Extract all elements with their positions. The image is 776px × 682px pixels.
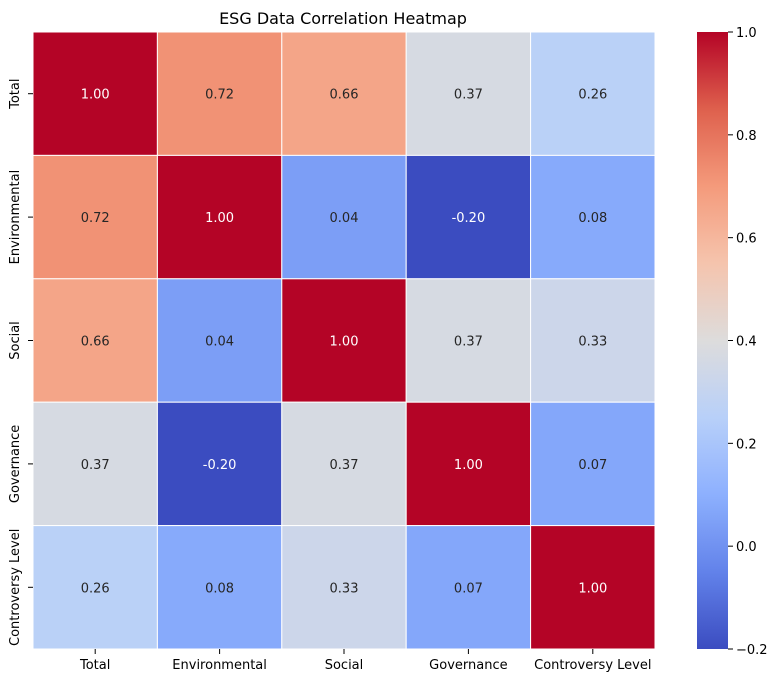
- cell-value-label: 0.66: [330, 88, 359, 103]
- cell-value-label: 0.37: [330, 458, 359, 473]
- heatmap-cell: [32, 31, 158, 156]
- y-tick-label: Total: [8, 79, 23, 110]
- heatmap-cell: [156, 278, 283, 403]
- chart-title: ESG Data Correlation Heatmap: [219, 9, 467, 28]
- heatmap-cell: [156, 401, 283, 527]
- y-tick-label: Social: [8, 321, 23, 360]
- heatmap-cell: [405, 278, 532, 403]
- x-tick-label: Environmental: [172, 658, 267, 673]
- colorbar-tick-label: 0.4: [736, 335, 757, 350]
- cell-value-label: 0.37: [454, 335, 483, 350]
- cell-value-label: 0.72: [205, 88, 234, 103]
- x-tick-label: Governance: [429, 658, 507, 673]
- cell-value-label: 1.00: [578, 581, 607, 596]
- cell-value-label: 0.72: [81, 211, 110, 226]
- heatmap-cell-labels: 1.00 0.72 0.66 0.37 0.26 0.72 1.00 0.04 -0.20 0.0…: [81, 88, 608, 597]
- cell-value-label: 0.04: [205, 335, 234, 350]
- colorbar-tick-label: 0.0: [736, 540, 757, 555]
- heatmap-cell: [405, 31, 532, 156]
- colorbar-tick-label: 0.6: [736, 232, 757, 247]
- heatmap-cell: [32, 154, 158, 280]
- cell-value-label: 1.00: [454, 458, 483, 473]
- y-tick-label: Governance: [8, 425, 23, 503]
- cell-value-label: 0.26: [81, 581, 110, 596]
- cell-value-label: 1.00: [81, 88, 110, 103]
- y-axis: Total Environmental Social Governance Contro…: [8, 79, 33, 646]
- heatmap-cell: [530, 154, 656, 280]
- cell-value-label: 0.04: [330, 211, 359, 226]
- cell-value-label: 0.08: [205, 581, 234, 596]
- colorbar-tick-label: −0.2: [736, 643, 768, 658]
- x-tick-label: Total: [79, 658, 110, 673]
- cell-value-label: 0.33: [578, 335, 607, 350]
- cell-value-label: 0.07: [578, 458, 607, 473]
- cell-value-label: 1.00: [330, 335, 359, 350]
- colorbar-tick-label: 0.8: [736, 129, 757, 144]
- x-tick-label: Controversy Level: [534, 658, 651, 673]
- colorbar: 1.0 0.8 0.6 0.4 0.2 0.0 −0.2: [697, 26, 768, 658]
- cell-value-label: 0.33: [330, 581, 359, 596]
- heatmap-cell: [281, 401, 407, 527]
- x-axis: Total Environmental Social Governance Contro…: [79, 649, 651, 673]
- cell-value-label: 0.66: [81, 335, 110, 350]
- heatmap-cell: [405, 401, 532, 527]
- cell-value-label: 0.26: [578, 88, 607, 103]
- heatmap-cell: [281, 154, 407, 280]
- y-tick-label: Controversy Level: [8, 529, 23, 646]
- heatmap-cell: [530, 525, 656, 650]
- cell-value-label: 0.07: [454, 581, 483, 596]
- heatmap-cell: [32, 525, 158, 650]
- cell-value-label: -0.20: [452, 211, 486, 226]
- colorbar-tick-label: 0.2: [736, 437, 757, 452]
- heatmap-cell: [530, 401, 656, 527]
- colorbar-tick-label: 1.0: [736, 26, 757, 41]
- heatmap-cell: [156, 31, 283, 156]
- cell-value-label: 0.37: [454, 88, 483, 103]
- heatmap-cell: [530, 31, 656, 156]
- heatmap-cell: [281, 31, 407, 156]
- colorbar-gradient: [697, 32, 728, 649]
- heatmap-cell: [530, 278, 656, 403]
- cell-value-label: -0.20: [203, 458, 237, 473]
- heatmap-cell: [281, 525, 407, 650]
- cell-value-label: 1.00: [205, 211, 234, 226]
- cell-value-label: 0.37: [81, 458, 110, 473]
- heatmap-cell: [281, 278, 407, 403]
- heatmap-cells: [32, 31, 656, 650]
- x-tick-label: Social: [325, 658, 364, 673]
- y-tick-label: Environmental: [8, 170, 23, 265]
- cell-value-label: 0.08: [578, 211, 607, 226]
- heatmap-cell: [156, 525, 283, 650]
